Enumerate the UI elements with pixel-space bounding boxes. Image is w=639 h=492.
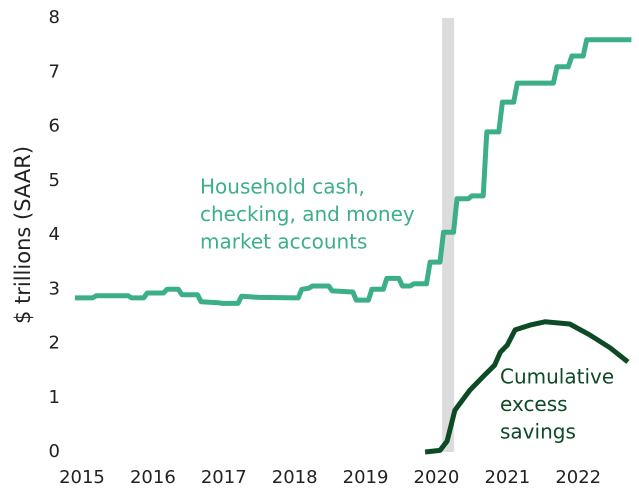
series-label: Household cash, [200,175,365,199]
series-label: market accounts [200,230,367,254]
series-label: excess [500,392,568,416]
y-tick-label: 2 [49,333,60,354]
x-tick-label: 2017 [201,467,247,488]
y-tick-label: 6 [49,116,60,137]
y-tick-label: 3 [49,278,60,299]
series-line [74,37,632,306]
y-tick-label: 8 [49,7,60,28]
series-line [424,319,630,455]
recession-band [442,18,455,452]
y-tick-label: 0 [49,441,60,462]
y-tick-label: 7 [49,61,60,82]
series-label: checking, and money [200,202,415,226]
x-tick-label: 2015 [59,467,105,488]
x-tick-label: 2020 [414,467,460,488]
x-tick-label: 2019 [343,467,389,488]
x-tick-label: 2021 [484,467,530,488]
y-tick-label: 1 [49,387,60,408]
y-tick-label: 5 [49,170,60,191]
x-tick-label: 2018 [272,467,318,488]
x-tick-label: 2022 [555,467,601,488]
x-tick-label: 2016 [130,467,176,488]
series-label: savings [500,420,576,444]
series-label: Cumulative [500,365,614,389]
y-axis-label: $ trillions (SAAR) [11,146,35,324]
y-tick-label: 4 [49,224,60,245]
